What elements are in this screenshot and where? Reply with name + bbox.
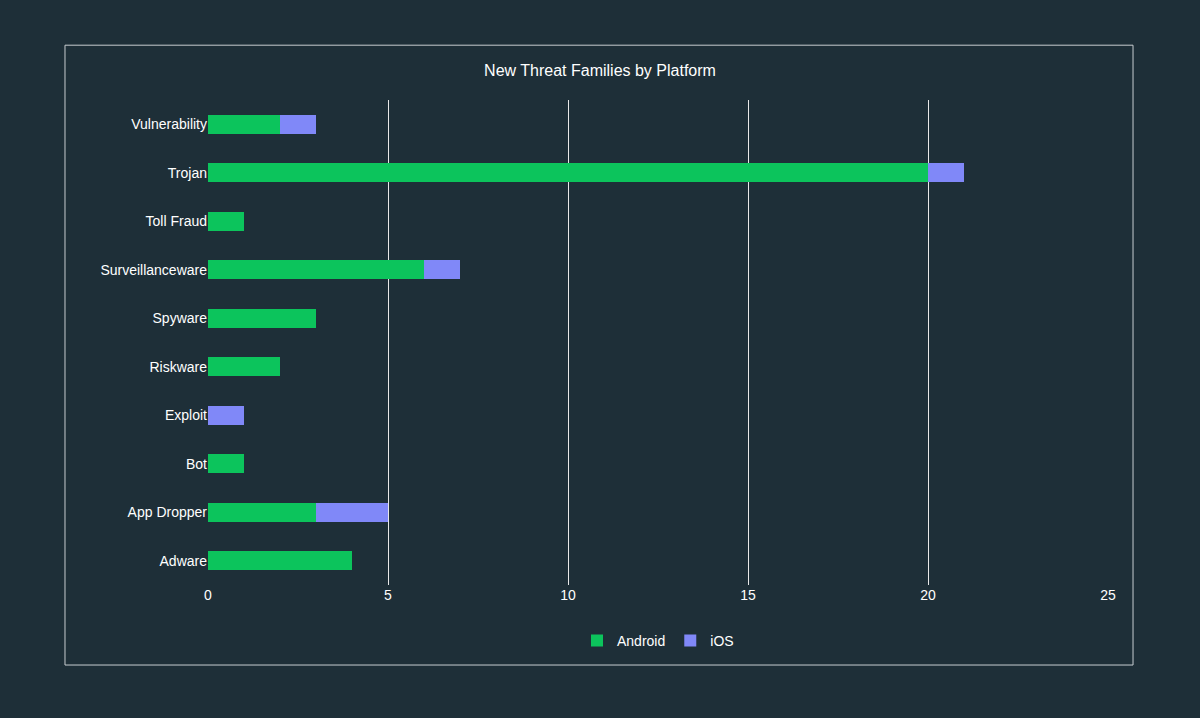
svg-text:New Threat Families by Platfor: New Threat Families by Platform [484, 62, 716, 79]
svg-text:iOS: iOS [710, 633, 733, 649]
svg-text:Riskware: Riskware [149, 359, 207, 375]
svg-text:Trojan: Trojan [168, 165, 207, 181]
svg-text:Vulnerability: Vulnerability [131, 116, 207, 132]
svg-text:10: 10 [560, 587, 576, 603]
svg-text:20: 20 [920, 587, 936, 603]
svg-text:Exploit: Exploit [165, 407, 207, 423]
svg-text:Adware: Adware [160, 553, 208, 569]
svg-text:25: 25 [1100, 587, 1116, 603]
svg-text:App Dropper: App Dropper [128, 504, 208, 520]
svg-text:Spyware: Spyware [153, 310, 208, 326]
svg-text:Android: Android [617, 633, 665, 649]
svg-text:Surveillanceware: Surveillanceware [100, 262, 207, 278]
svg-text:5: 5 [384, 587, 392, 603]
svg-text:0: 0 [204, 587, 212, 603]
svg-text:Bot: Bot [186, 456, 207, 472]
svg-text:15: 15 [740, 587, 756, 603]
svg-text:Toll Fraud: Toll Fraud [146, 213, 207, 229]
